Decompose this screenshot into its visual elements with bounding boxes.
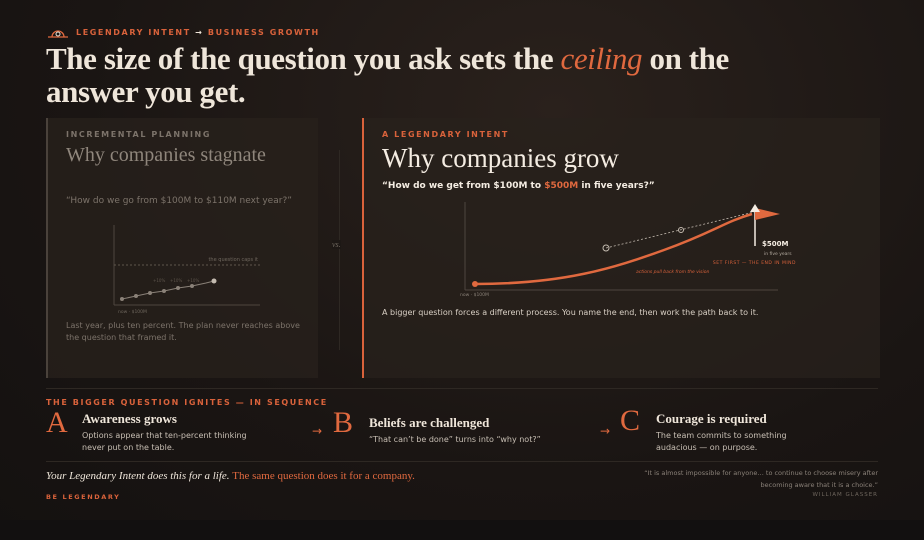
step-title: Courage is required	[656, 411, 767, 426]
panel-question: “How do we get from $100M to $500M in fi…	[382, 181, 655, 191]
end-point	[211, 278, 217, 284]
question-emphasis: $500M	[544, 181, 579, 191]
panel-caption: A bigger question forces a different pro…	[382, 308, 759, 317]
question-text: in five years?”	[581, 181, 655, 191]
panel-eyebrow: INCREMENTAL PLANNING	[66, 130, 211, 139]
eyebrow: LEGENDARY INTENT → BUSINESS GROWTH	[76, 28, 320, 37]
logo	[48, 30, 68, 38]
start-label: now · $100M	[460, 292, 489, 298]
step-arrow: →	[312, 424, 323, 438]
step-title: Beliefs are challenged	[369, 415, 490, 430]
signoff: BE LEGENDARY	[46, 493, 121, 501]
step-label: +10%	[153, 278, 165, 283]
point	[602, 244, 610, 252]
step-letter: B	[333, 406, 354, 439]
panel-question: “How do we go from $100M to $110M next y…	[66, 196, 292, 206]
panel-eyebrow: A LEGENDARY INTENT	[382, 130, 509, 139]
panel-title: Why companies grow	[382, 143, 619, 173]
flag	[755, 208, 780, 220]
footer-text: Your Legendary Intent does this for a li…	[46, 470, 230, 482]
right-panel: A LEGENDARY INTENT Why companies grow “H…	[362, 118, 880, 378]
step-text: The team commits to something audacious …	[656, 431, 787, 452]
divider	[339, 150, 340, 350]
question-text: “How do we get from $100M to	[382, 181, 542, 191]
footer-emphasis: The same question does it for a company.	[232, 470, 415, 482]
left-chart: the question caps it +10% +10% +10% now …	[113, 225, 260, 315]
end-label: SET FIRST — THE END IN MIND	[713, 260, 796, 266]
path-label: actions pull back from the vision	[636, 269, 709, 275]
step-letter: A	[46, 406, 68, 439]
growth-curve	[474, 212, 753, 286]
headline-emphasis: ceiling	[560, 41, 643, 76]
rule	[46, 388, 878, 389]
target-sub: in five years	[764, 251, 792, 257]
step-title: Awareness grows	[82, 411, 177, 426]
growth-line	[121, 280, 215, 300]
panel-caption: Last year, plus ten percent. The plan ne…	[66, 321, 300, 342]
step-text: “That can’t be done” turns into “why not…	[369, 435, 541, 444]
step-label: +10%	[170, 278, 182, 283]
start-label: now · $100M	[118, 309, 147, 315]
arrowhead	[750, 204, 760, 212]
start-point	[472, 281, 478, 287]
point	[678, 227, 684, 233]
rule	[46, 461, 878, 462]
left-panel: INCREMENTAL PLANNING Why companies stagn…	[46, 118, 318, 378]
step-letter: C	[620, 404, 641, 437]
target-label: $500M	[762, 240, 788, 248]
points	[120, 284, 194, 301]
step-label: +10%	[187, 278, 199, 283]
headline: The size of the question you ask sets th…	[46, 42, 746, 108]
step-arrow: →	[600, 424, 611, 438]
attribution: WILLIAM GLASSER	[812, 492, 878, 498]
footer-line: Your Legendary Intent does this for a li…	[46, 470, 415, 482]
quote: “It is almost impossible for anyone… to …	[644, 469, 878, 489]
cap-label: the question caps it	[208, 257, 258, 263]
eyebrow-left: LEGENDARY INTENT	[76, 28, 191, 37]
sequence-title: THE BIGGER QUESTION IGNITES — IN SEQUENC…	[46, 398, 328, 407]
headline-text: The size of the question you ask sets th…	[46, 41, 554, 76]
step-text: Options appear that ten-percent thinking…	[82, 431, 247, 452]
right-chart: $500M in five years SET FIRST — THE END …	[460, 202, 796, 298]
backcast-line	[605, 211, 755, 249]
versus: vs.	[332, 240, 341, 249]
panel-title: Why companies stagnate	[66, 144, 266, 166]
arrow: →	[195, 28, 204, 37]
eyebrow-right: BUSINESS GROWTH	[207, 28, 320, 37]
headline-text: on the answer you get.	[46, 41, 729, 109]
bottom-band	[0, 520, 924, 540]
